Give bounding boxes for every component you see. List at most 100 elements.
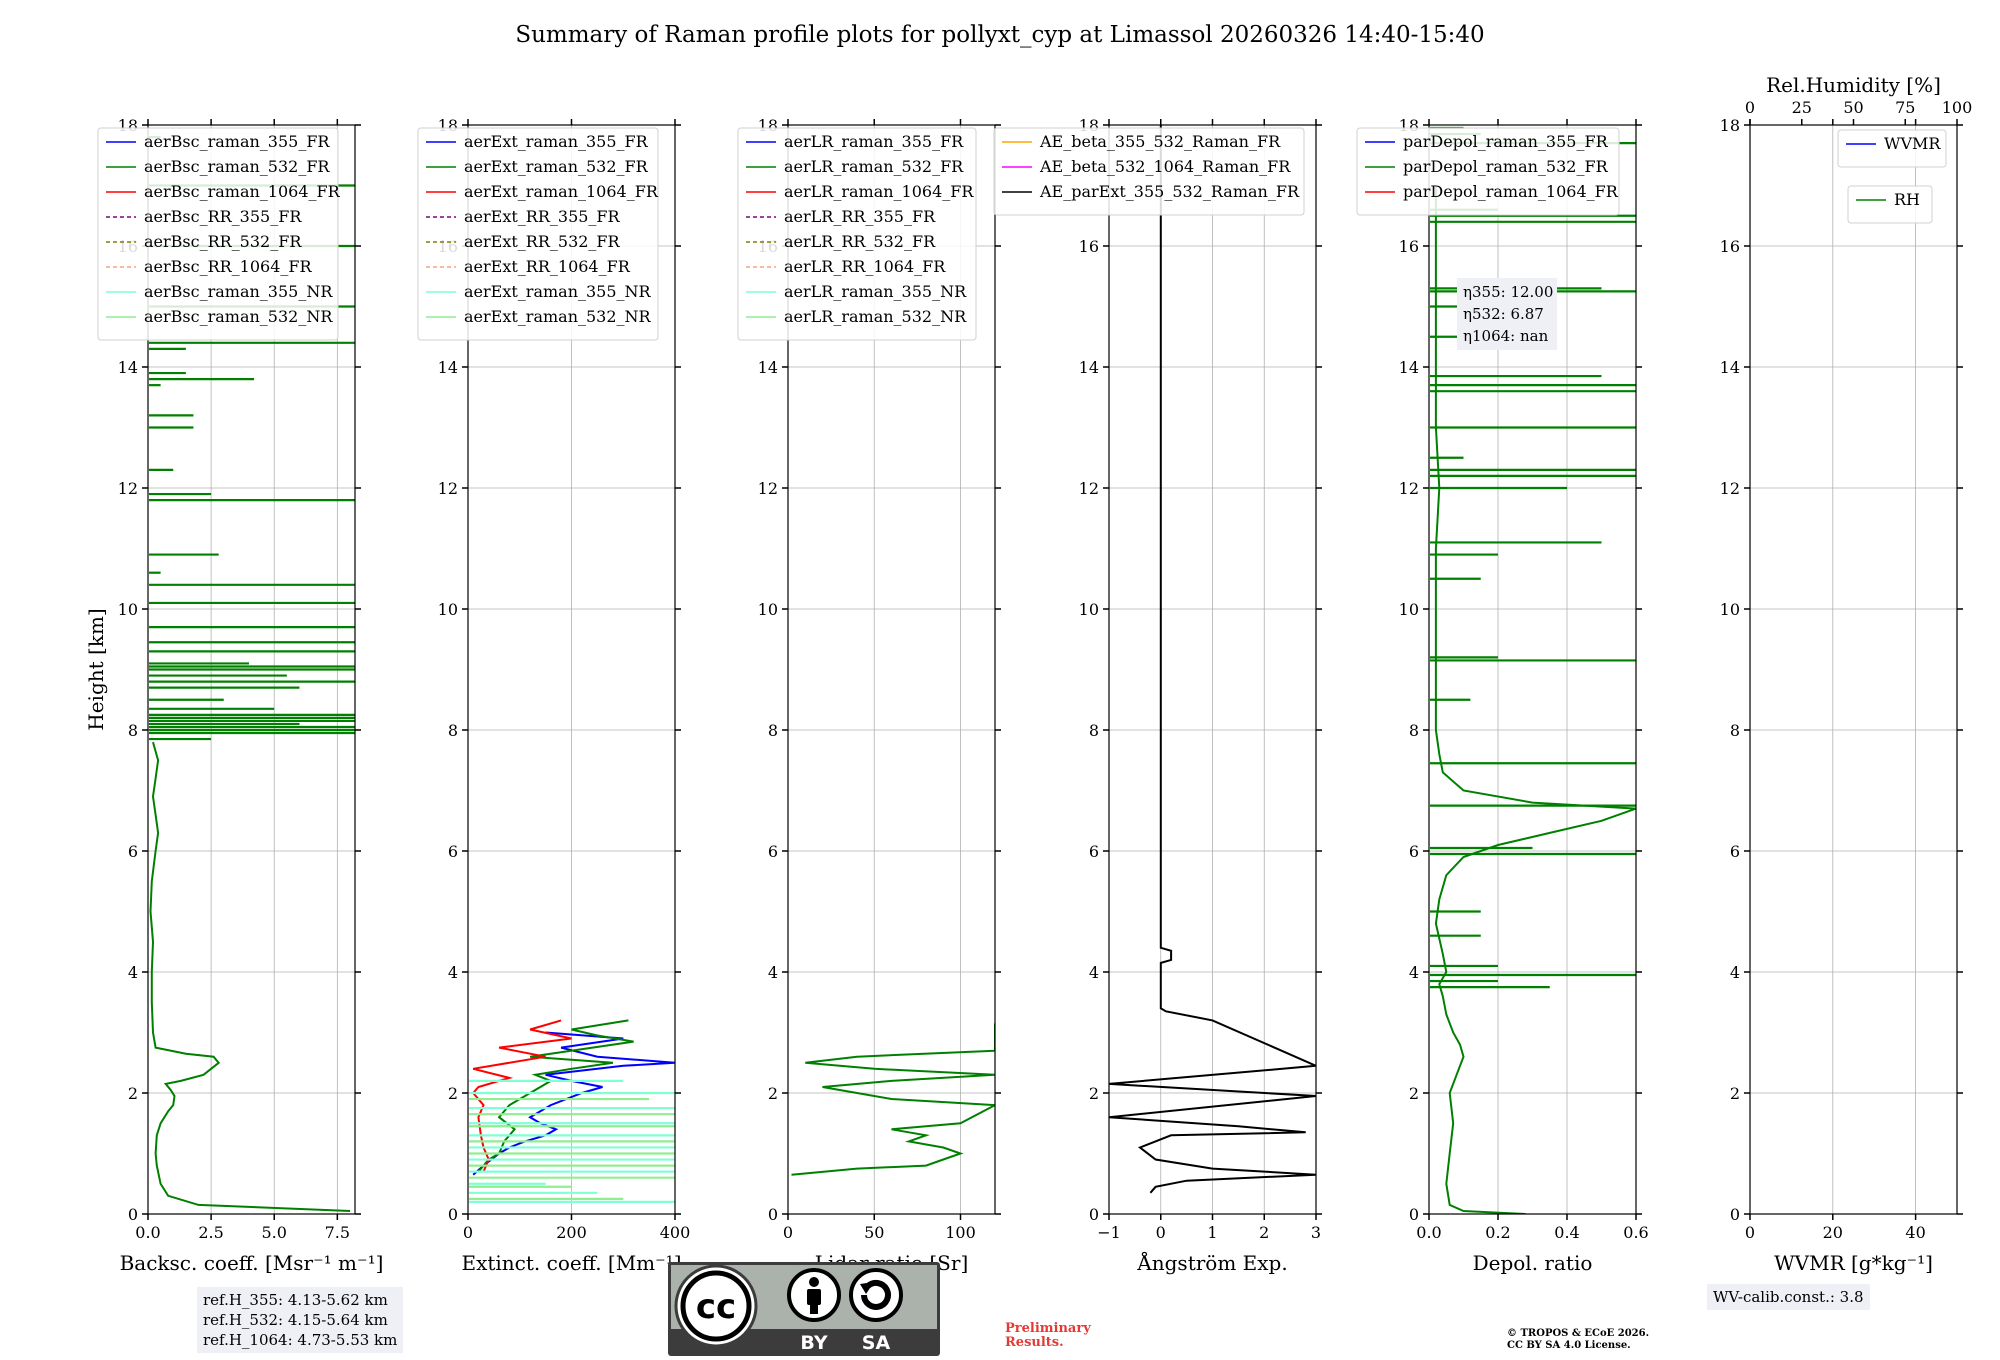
y-tick-label: 10 bbox=[1079, 600, 1099, 619]
legend-rh: RH bbox=[1847, 185, 1933, 224]
y-tick-label: 14 bbox=[1079, 358, 1099, 377]
x-tick-label: 0.2 bbox=[1485, 1223, 1510, 1242]
top-x-tick-label: 75 bbox=[1895, 98, 1915, 117]
top-x-tick-label: 0 bbox=[1745, 98, 1755, 117]
y-tick-label: 12 bbox=[118, 479, 138, 498]
data-line-AE_parExt_355_532_Raman_FR bbox=[1109, 125, 1316, 1194]
ref-height-1064: ref.H_1064: 4.73-5.53 km bbox=[203, 1331, 398, 1349]
y-tick-label: 10 bbox=[118, 600, 138, 619]
x-tick-label: 0 bbox=[1156, 1223, 1166, 1242]
y-tick-label: 0 bbox=[448, 1205, 458, 1224]
ref-height-355: ref.H_355: 4.13-5.62 km bbox=[203, 1291, 388, 1309]
y-tick-label: 4 bbox=[448, 963, 458, 982]
cc-by-sa-logo: cc BY SA bbox=[668, 1262, 940, 1356]
legend-label: aerExt_raman_532_NR bbox=[464, 307, 652, 326]
y-tick-label: 2 bbox=[1730, 1084, 1740, 1103]
y-tick-label: 8 bbox=[448, 721, 458, 740]
legend-label: aerLR_raman_355_NR bbox=[784, 282, 967, 301]
x-tick-label: 0.0 bbox=[135, 1223, 160, 1242]
preliminary-line-1: Preliminary bbox=[1005, 1321, 1091, 1336]
svg-text:SA: SA bbox=[862, 1332, 891, 1354]
y-tick-label: 6 bbox=[1409, 842, 1419, 861]
y-tick-label: 12 bbox=[758, 479, 778, 498]
eta-box bbox=[1457, 278, 1557, 350]
x-tick-label: 50 bbox=[864, 1223, 884, 1242]
y-tick-label: 10 bbox=[438, 600, 458, 619]
eta-line: η355: 12.00 bbox=[1463, 283, 1553, 301]
y-tick-label: 14 bbox=[1720, 358, 1740, 377]
x-tick-label: 400 bbox=[660, 1223, 691, 1242]
x-tick-label: 7.5 bbox=[325, 1223, 350, 1242]
y-tick-label: 12 bbox=[1399, 479, 1419, 498]
y-tick-label: 8 bbox=[1730, 721, 1740, 740]
legend-label: aerExt_RR_532_FR bbox=[464, 232, 621, 251]
y-tick-label: 12 bbox=[1720, 479, 1740, 498]
top-x-tick-label: 50 bbox=[1843, 98, 1863, 117]
legend-label: parDepol_raman_1064_FR bbox=[1403, 182, 1619, 201]
y-tick-label: 14 bbox=[1399, 358, 1419, 377]
legend-label: aerBsc_raman_1064_FR bbox=[144, 182, 341, 201]
y-tick-label: 4 bbox=[1089, 963, 1099, 982]
axes-frame bbox=[787, 124, 996, 1215]
y-tick-label: 0 bbox=[1089, 1205, 1099, 1224]
data-line-aerBsc_raman_532_FR bbox=[149, 741, 351, 1212]
x-axis-label: WVMR [g*kg⁻¹] bbox=[1774, 1251, 1933, 1275]
ref-height-box: ref.H_355: 4.13-5.62 km ref.H_532: 4.15-… bbox=[197, 1287, 404, 1353]
x-tick-label: 5.0 bbox=[261, 1223, 286, 1242]
y-tick-label: 18 bbox=[1720, 116, 1740, 135]
legend-ext: aerExt_raman_355_FR aerExt_raman_532_FRae… bbox=[417, 127, 659, 341]
legend-label: aerExt_RR_355_FR bbox=[464, 207, 621, 226]
y-tick-label: 4 bbox=[128, 963, 138, 982]
x-tick-label: 40 bbox=[1905, 1223, 1925, 1242]
axes-frame bbox=[1428, 124, 1637, 1215]
copyright-line-1: © TROPOS & ECoE 2026. bbox=[1507, 1328, 1650, 1339]
legend-label: aerBsc_raman_355_NR bbox=[144, 282, 333, 301]
legend-frame bbox=[97, 127, 339, 341]
y-tick-label: 10 bbox=[1399, 600, 1419, 619]
legend-label: aerLR_RR_1064_FR bbox=[784, 257, 946, 276]
x-tick-label: 100 bbox=[945, 1223, 976, 1242]
eta-line: η532: 6.87 bbox=[1463, 305, 1544, 323]
legend-wvmr: WVMR bbox=[1837, 129, 1947, 168]
top-x-tick-label: 100 bbox=[1942, 98, 1973, 117]
preliminary-line-2: Results. bbox=[1005, 1335, 1064, 1350]
legend-label: aerLR_RR_355_FR bbox=[784, 207, 936, 226]
preliminary-note: Preliminary Results. bbox=[1005, 1322, 1091, 1350]
legend-label: aerLR_raman_532_NR bbox=[784, 307, 967, 326]
x-axis-label: Extinct. coeff. [Mm⁻¹] bbox=[461, 1251, 681, 1275]
y-tick-label: 2 bbox=[448, 1084, 458, 1103]
legend-frame bbox=[1356, 127, 1620, 216]
legend-label: aerBsc_raman_355_FR bbox=[144, 132, 330, 151]
panel-lr: 024681012141618050100Lidar ratio [Sr]aer… bbox=[737, 116, 1001, 1275]
legend-label: AE_parExt_355_532_Raman_FR bbox=[1039, 182, 1300, 201]
y-tick-label: 8 bbox=[768, 721, 778, 740]
legend-frame bbox=[417, 127, 659, 341]
legend-ae: AE_beta_355_532_Raman_FR AE_beta_532_1064… bbox=[993, 127, 1305, 216]
y-tick-label: 14 bbox=[118, 358, 138, 377]
legend-label: RH bbox=[1894, 190, 1920, 209]
x-tick-label: 1 bbox=[1207, 1223, 1217, 1242]
panel-ext: 0246810121416180200400Extinct. coeff. [M… bbox=[417, 116, 691, 1275]
legend-label: aerLR_raman_532_FR bbox=[784, 157, 964, 176]
axes-frame bbox=[1749, 124, 1958, 1215]
y-tick-label: 6 bbox=[1089, 842, 1099, 861]
y-tick-label: 6 bbox=[768, 842, 778, 861]
legend-frame bbox=[993, 127, 1305, 216]
y-tick-label: 8 bbox=[1409, 721, 1419, 740]
legend-frame bbox=[1847, 185, 1933, 224]
axes-frame bbox=[147, 124, 356, 1215]
y-axis-label: Height [km] bbox=[84, 608, 108, 730]
y-tick-label: 14 bbox=[438, 358, 458, 377]
legend-label: AE_beta_355_532_Raman_FR bbox=[1039, 132, 1281, 151]
y-tick-label: 0 bbox=[128, 1205, 138, 1224]
y-tick-label: 10 bbox=[1720, 600, 1740, 619]
y-tick-label: 6 bbox=[1730, 842, 1740, 861]
y-tick-label: 12 bbox=[1079, 479, 1099, 498]
legend-label: aerExt_raman_355_FR bbox=[464, 132, 649, 151]
series-group bbox=[791, 1023, 995, 1176]
x-tick-label: 0 bbox=[783, 1223, 793, 1242]
